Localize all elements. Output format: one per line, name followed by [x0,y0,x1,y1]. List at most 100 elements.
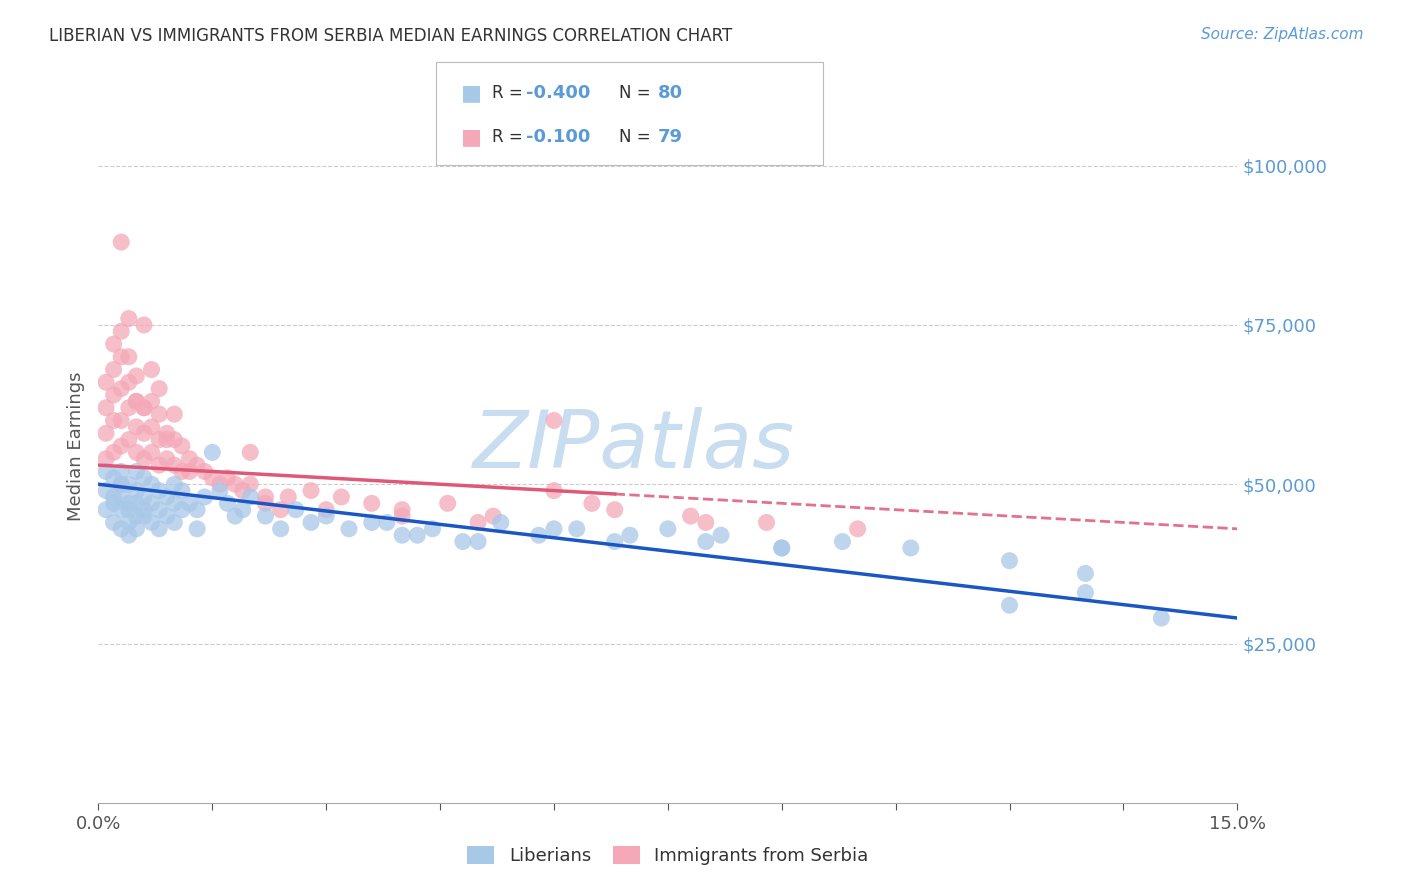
Point [224,477,246,491]
Point [132,401,155,415]
Point [125,394,148,409]
Point [232,483,254,498]
Point [103,490,125,504]
Point [284,502,307,516]
Point [110,235,132,249]
Point [375,516,398,530]
Point [141,445,163,459]
Point [118,433,141,447]
Point [125,496,148,510]
Point [94,426,117,441]
Text: ■: ■ [461,128,482,147]
Point [103,516,125,530]
Point [254,490,277,504]
Point [527,528,550,542]
Point [224,509,246,524]
Point [141,420,163,434]
Point [581,496,603,510]
Text: ZIPatlas: ZIPatlas [472,407,794,485]
Point [132,502,155,516]
Point [179,496,201,510]
Point [110,465,132,479]
Point [391,528,413,542]
Point [194,465,217,479]
Point [163,516,186,530]
Point [170,439,193,453]
Point [118,516,141,530]
Point [603,534,626,549]
Point [156,490,179,504]
Text: -0.400: -0.400 [526,84,591,102]
Point [208,483,231,498]
Text: N =: N = [619,128,655,146]
Point [103,496,125,510]
Point [482,509,505,524]
Text: R =: R = [492,84,529,102]
Point [148,407,170,421]
Point [110,382,132,396]
Point [132,490,155,504]
Point [179,451,201,466]
Point [186,502,208,516]
Point [118,376,141,390]
Point [163,458,186,472]
Point [148,433,170,447]
Point [657,522,679,536]
Point [603,502,626,516]
Y-axis label: Median Earnings: Median Earnings [66,371,84,521]
Point [163,407,186,421]
Point [125,483,148,498]
Text: ■: ■ [461,83,482,103]
Point [94,502,117,516]
Point [360,496,382,510]
Point [695,534,717,549]
Point [141,362,163,376]
Point [360,516,382,530]
Point [695,516,717,530]
Point [217,496,239,510]
Point [277,490,299,504]
Point [239,490,262,504]
Point [103,362,125,376]
Point [141,394,163,409]
Point [118,496,141,510]
Point [831,534,853,549]
Point [148,483,170,498]
Point [406,528,429,542]
Point [467,516,489,530]
Point [125,509,148,524]
Point [118,401,141,415]
Point [132,318,155,332]
Point [156,433,179,447]
Point [103,413,125,427]
Point [94,376,117,390]
Point [125,465,148,479]
Text: R =: R = [492,128,533,146]
Text: 79: 79 [658,128,683,146]
Point [194,490,217,504]
Point [110,502,132,516]
Point [156,451,179,466]
Point [156,426,179,441]
Text: 80: 80 [658,84,683,102]
Point [330,490,353,504]
Point [103,388,125,402]
Point [315,509,337,524]
Point [110,522,132,536]
Point [1150,611,1173,625]
Point [125,368,148,383]
Point [846,522,869,536]
Point [110,490,132,504]
Point [998,554,1021,568]
Point [125,445,148,459]
Point [148,502,170,516]
Point [770,541,793,555]
Point [110,477,132,491]
Point [239,477,262,491]
Point [141,496,163,510]
Text: N =: N = [619,84,655,102]
Point [239,445,262,459]
Point [148,522,170,536]
Point [391,509,413,524]
Point [94,483,117,498]
